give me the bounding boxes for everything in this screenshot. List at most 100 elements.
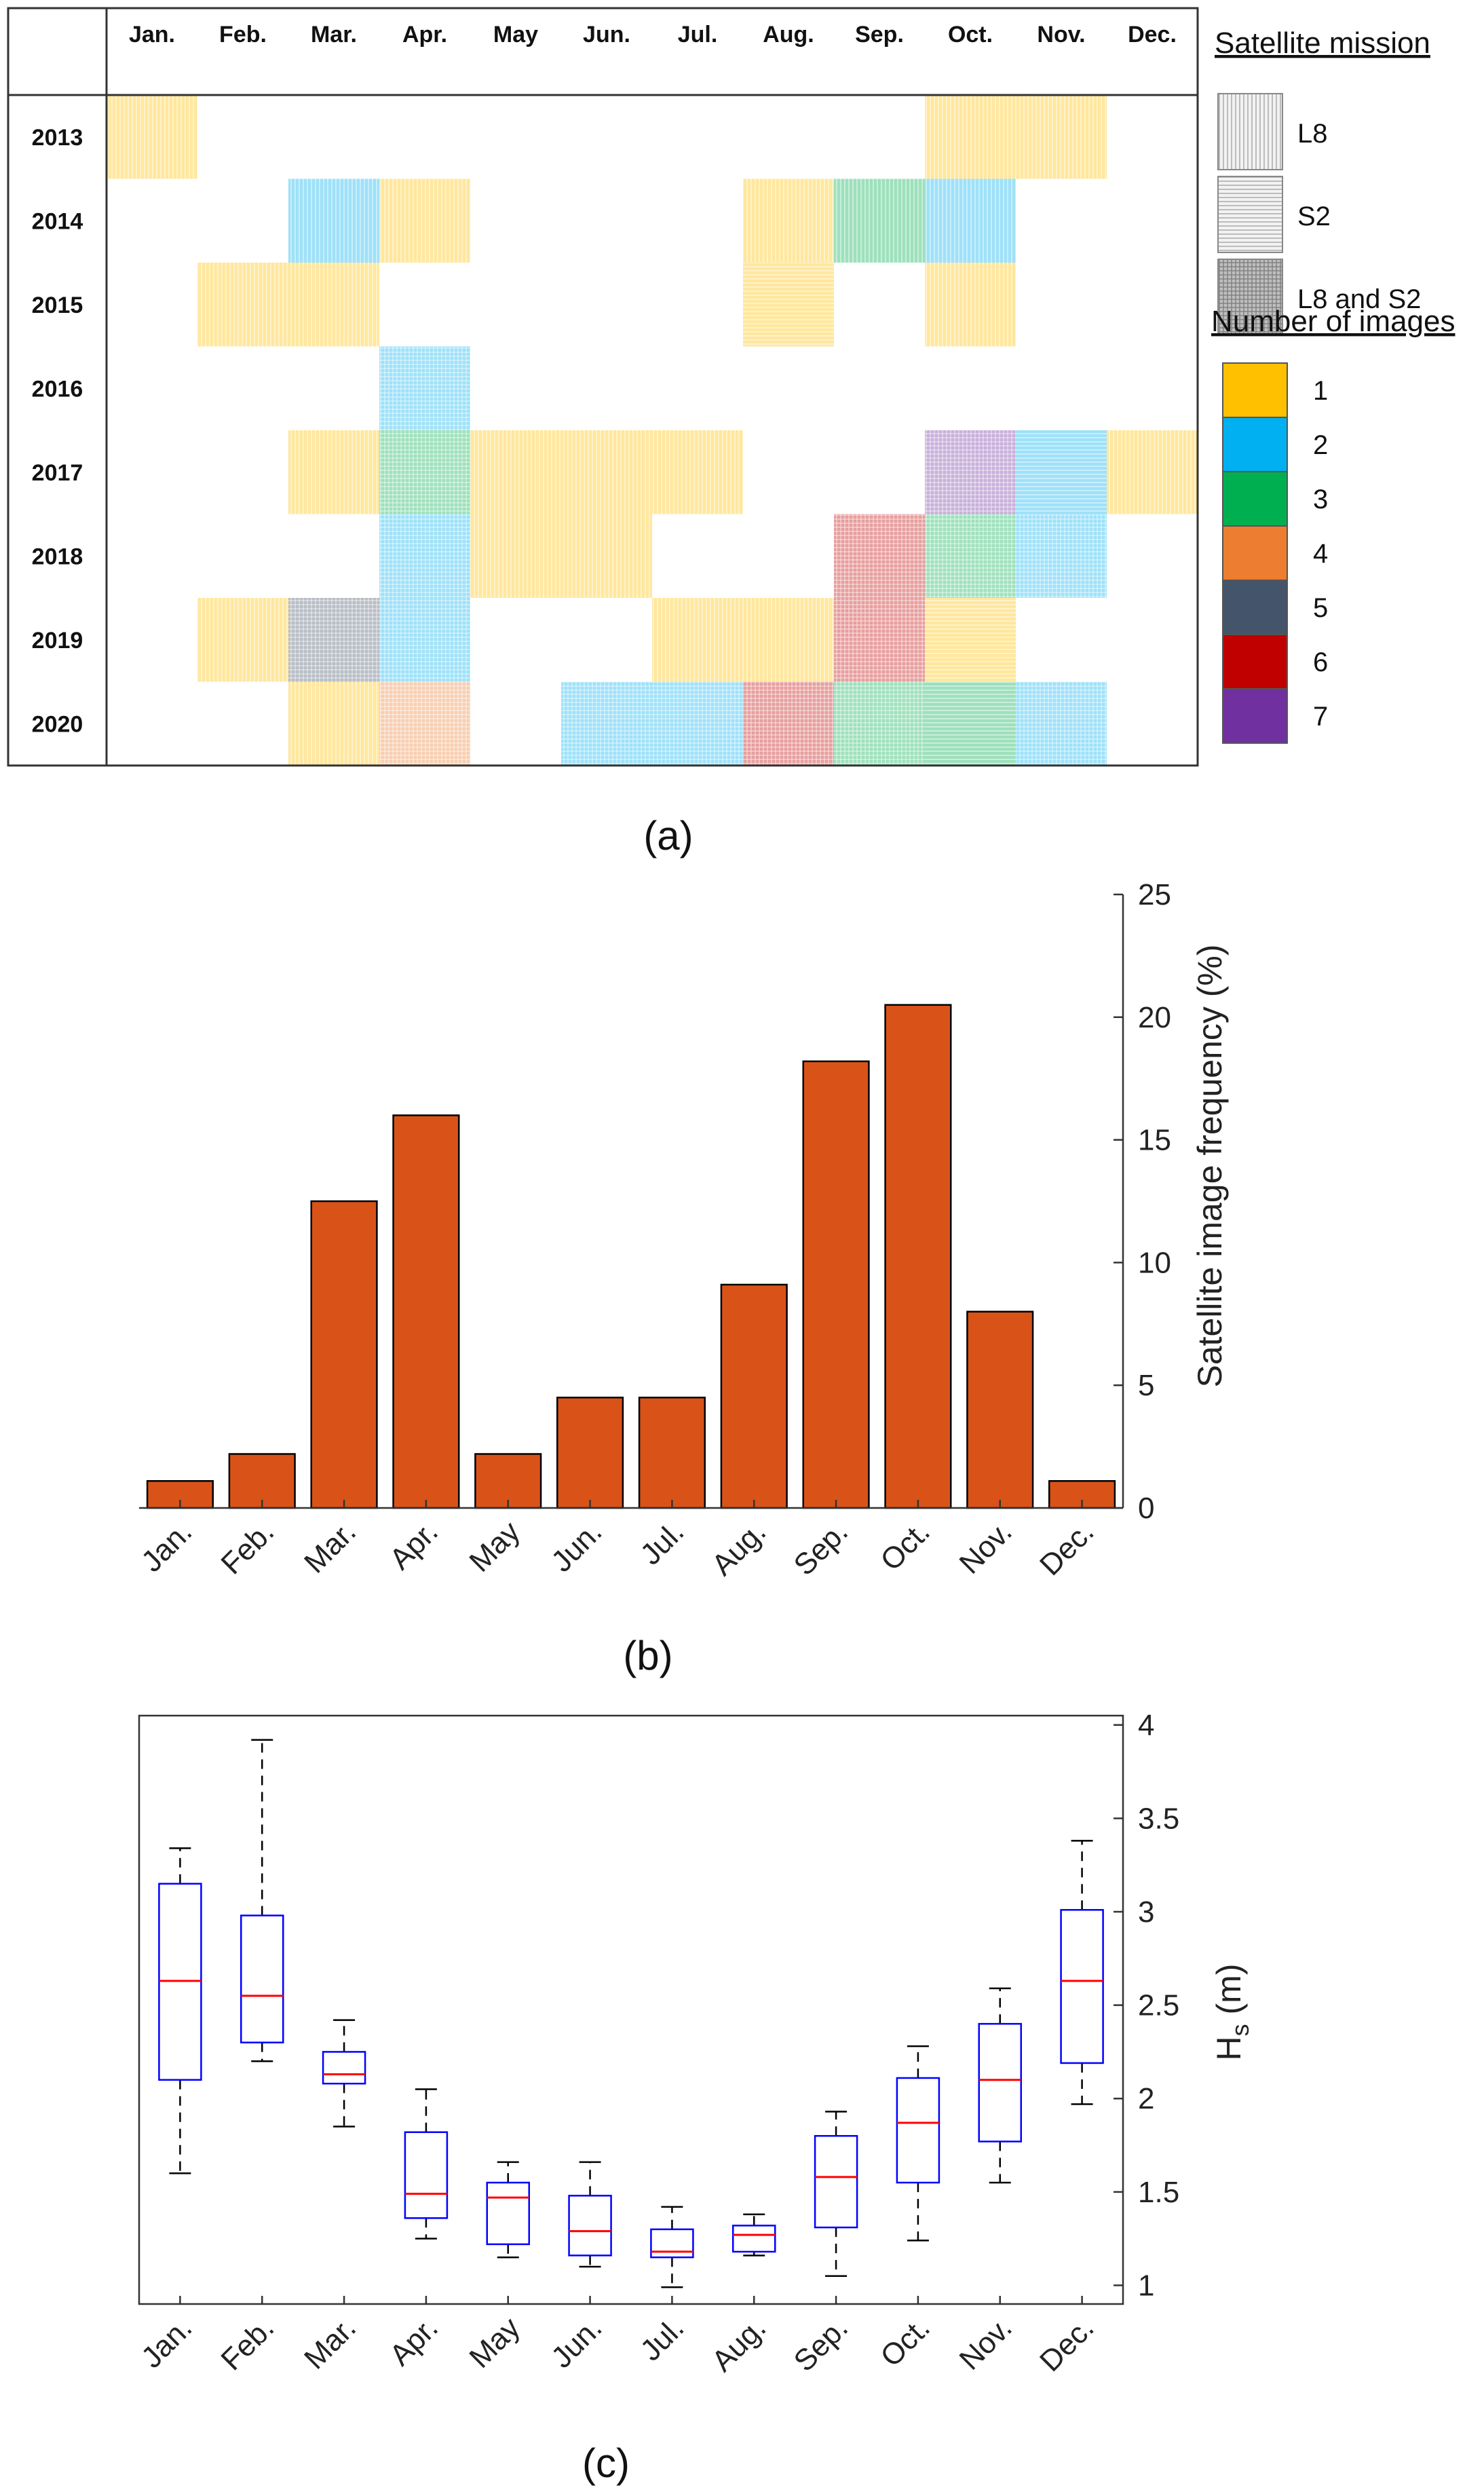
- box-apr: [404, 2131, 449, 2219]
- bar-oct: [884, 1004, 952, 1509]
- mission-legend-title: Satellite mission: [1215, 26, 1430, 60]
- mission-label-l8: L8: [1297, 119, 1328, 149]
- bar-jul: [638, 1397, 706, 1509]
- box-xtick-label-apr: Apr.: [383, 2311, 444, 2372]
- cell-2020-jul-pattern: [652, 681, 743, 766]
- bar-nov: [966, 1310, 1034, 1509]
- year-label-2016: 2016: [32, 376, 83, 402]
- cell-2019-aug-pattern: [743, 598, 834, 682]
- box-xtick-label-sep: Sep.: [788, 2311, 855, 2378]
- box-ytick-label-3-5: 3.5: [1138, 1802, 1179, 1835]
- cell-2018-oct-pattern: [925, 514, 1016, 598]
- month-header-oct: Oct.: [948, 22, 993, 48]
- cell-2014-mar-pattern: [288, 178, 379, 263]
- count-label-2: 2: [1313, 430, 1328, 460]
- cell-2018-nov-pattern: [1016, 514, 1107, 598]
- bar-xtick-label-aug: Aug.: [706, 1515, 773, 1582]
- box-aug: [732, 2225, 776, 2253]
- month-header-apr: Apr.: [402, 22, 447, 48]
- cell-2017-oct-pattern: [925, 430, 1016, 514]
- cell-2017-mar-pattern: [288, 430, 379, 514]
- heatmap-frame: [7, 7, 1199, 767]
- count-swatch-1: [1222, 362, 1288, 418]
- bar-xtick-label-feb: Feb.: [214, 1515, 280, 1581]
- bar-jun: [556, 1397, 624, 1509]
- box-oct: [896, 2077, 940, 2184]
- bar-mar: [310, 1200, 378, 1509]
- cell-2020-nov-pattern: [1016, 681, 1107, 766]
- cell-2014-apr-pattern: [379, 178, 470, 263]
- bar-axes: [139, 894, 1124, 1509]
- bar-aug: [720, 1283, 788, 1509]
- count-legend: 1 2 3 4 5 6 7: [1222, 362, 1328, 744]
- cell-2017-dec-pattern: [1107, 430, 1198, 514]
- cell-2020-jun-pattern: [561, 681, 652, 766]
- cell-2020-aug-pattern: [743, 681, 834, 766]
- cell-2020-sep-pattern: [834, 681, 925, 766]
- box-xtick-label-feb: Feb.: [214, 2311, 280, 2377]
- count-label-6: 6: [1313, 647, 1328, 677]
- count-swatch-2: [1222, 417, 1288, 472]
- month-header-may: May: [493, 22, 538, 48]
- box-xtick-label-may: May: [463, 2311, 526, 2374]
- cell-2014-aug-pattern: [743, 178, 834, 263]
- bar-sep: [802, 1060, 870, 1509]
- box-ytick-label-3: 3: [1138, 1895, 1154, 1929]
- heatmap-border: [7, 7, 1199, 767]
- heatmap-month-labels: Jan. Feb. Mar. Apr. May Jun. Jul. Aug. Sep. Oct. N…: [129, 22, 1177, 48]
- month-header-dec: Dec.: [1128, 22, 1177, 48]
- box-jul: [650, 2228, 694, 2259]
- cell-2018-apr-pattern: [379, 514, 470, 598]
- bar-xtick-label-dec: Dec.: [1033, 1515, 1101, 1582]
- cell-2016-apr-pattern: [379, 346, 470, 430]
- bar-ytick-label-10: 10: [1138, 1246, 1171, 1279]
- box-mar: [322, 2051, 366, 2085]
- cell-2015-oct-pattern: [925, 263, 1016, 347]
- box-xtick-label-nov: Nov.: [953, 2311, 1018, 2376]
- bar-ytick-label-5: 5: [1138, 1369, 1154, 1402]
- bar-ytick-label-0: 0: [1138, 1492, 1154, 1525]
- bar-xtick-label-oct: Oct.: [874, 1515, 936, 1577]
- bar-ytick-label-15: 15: [1138, 1124, 1171, 1157]
- heatmap-year-labels: 2013 2014 2015 2016 2017 2018 2019 2020: [32, 125, 83, 738]
- panel-b-label: (b): [623, 1633, 672, 1678]
- box-xtick-label-jan: Jan.: [135, 2311, 198, 2374]
- bar-xtick-label-may: May: [463, 1515, 526, 1578]
- box-xtick-label-oct: Oct.: [874, 2311, 936, 2373]
- year-label-2017: 2017: [32, 460, 83, 486]
- count-label-1: 1: [1313, 376, 1328, 406]
- cell-2013-jan-pattern: [107, 95, 197, 179]
- panel-a-heatmap: Jan. Feb. Mar. Apr. May Jun. Jul. Aug. Sep. Oct. N…: [7, 7, 1455, 858]
- box-may: [486, 2181, 530, 2246]
- cell-2017-jul-pattern: [652, 430, 743, 514]
- cell-2019-oct-pattern: [925, 598, 1016, 682]
- panel-c-label: (c): [582, 2440, 630, 2486]
- bar-ytick-label-20: 20: [1138, 1001, 1171, 1034]
- box-y-label-main: H: [1210, 2036, 1248, 2060]
- box-xtick-label-jul: Jul.: [634, 2311, 690, 2367]
- year-label-2013: 2013: [32, 125, 83, 151]
- cell-2015-mar-pattern: [288, 263, 379, 347]
- month-header-jan: Jan.: [129, 22, 175, 48]
- year-label-2018: 2018: [32, 544, 83, 569]
- bar-series: [146, 1004, 1116, 1509]
- count-swatch-6: [1222, 634, 1288, 690]
- count-swatch-7: [1222, 688, 1288, 744]
- box-xtick-label-aug: Aug.: [706, 2311, 773, 2378]
- mission-label-l8-and-s2: L8 and S2: [1297, 284, 1421, 314]
- bar-xtick-label-apr: Apr.: [383, 1515, 444, 1576]
- box-ytick-label-2: 2: [1138, 2082, 1154, 2115]
- mission-swatch-l8-and-s2: [1217, 259, 1283, 336]
- mission-label-s2: S2: [1297, 202, 1331, 231]
- box-ytick-label-1-5: 1.5: [1138, 2176, 1179, 2209]
- box-y-label-unit: (m): [1210, 1964, 1248, 2024]
- cell-2017-nov-pattern: [1016, 430, 1107, 514]
- box-axes: [138, 1714, 1124, 2305]
- month-header-nov: Nov.: [1037, 22, 1085, 48]
- box-xtick-label-jun: Jun.: [545, 2311, 608, 2374]
- cell-2019-sep-pattern: [834, 598, 925, 682]
- bar-ytick-label-25: 25: [1138, 878, 1171, 911]
- mission-legend: L8 S2 L8 and S2: [1217, 93, 1421, 336]
- cell-2014-oct-pattern: [925, 178, 1016, 263]
